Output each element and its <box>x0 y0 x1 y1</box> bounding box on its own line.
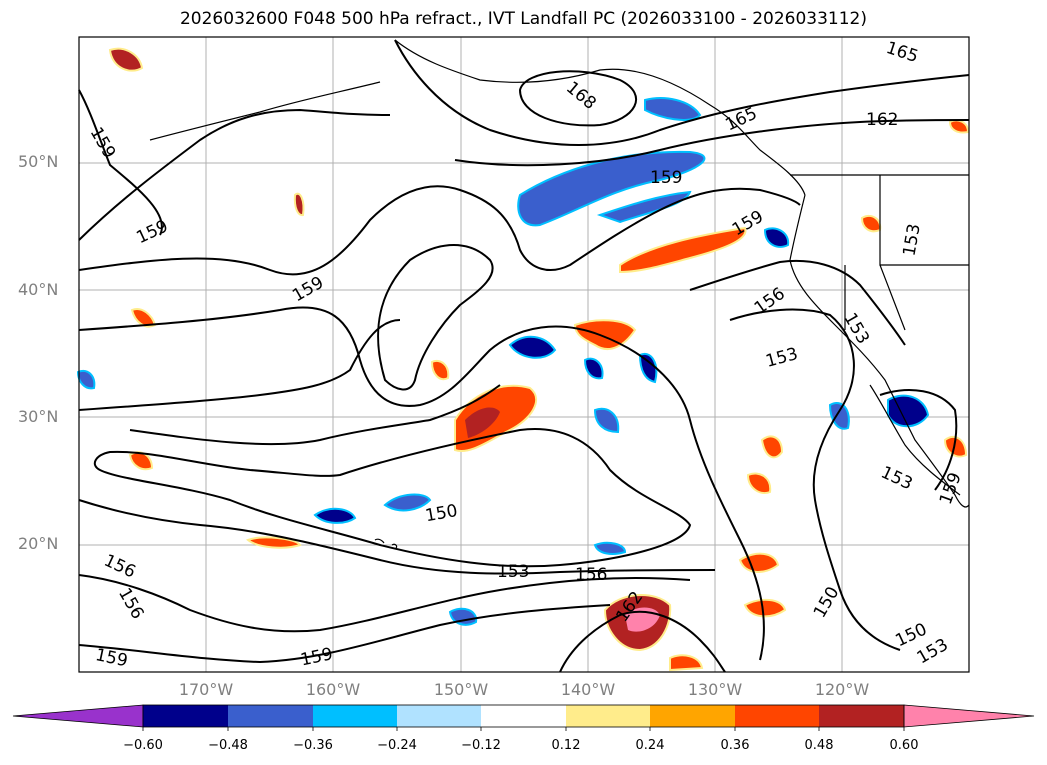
contour-label: 156 <box>575 565 607 585</box>
colorbar-segment <box>397 705 481 727</box>
coastline-aleutians <box>149 81 381 141</box>
contour-159-north <box>78 108 391 241</box>
lat-label: 30°N <box>18 407 59 426</box>
shading-blob-blue-gulf2 <box>596 190 692 224</box>
shading-blob-blue-hawaii <box>313 507 357 524</box>
shading-blob-red-small6 <box>669 654 704 672</box>
shading-blob-red-se2 <box>743 598 787 618</box>
shading-blob-red-small4 <box>293 192 305 217</box>
lon-label: 170°W <box>178 680 234 699</box>
contour-153-south <box>78 499 716 575</box>
lat-label: 40°N <box>18 280 59 299</box>
shading-blob-red-se <box>738 552 780 573</box>
contour-162-south <box>559 610 726 673</box>
colorbar-segment <box>143 705 228 727</box>
shading-blob-red-nw <box>108 47 144 72</box>
shading-blob-blue-small2 <box>638 352 658 384</box>
contour-165 <box>394 39 970 146</box>
colorbar-tick-label: 0.48 <box>804 738 834 753</box>
shading-blob-blue-small8 <box>76 370 96 390</box>
coastline-hawaii <box>374 538 398 549</box>
colorbar <box>12 704 1035 731</box>
colorbar-tick-label: −0.24 <box>377 738 417 753</box>
colorbar-tick-label: −0.12 <box>461 738 501 753</box>
shading-blob-red-e <box>760 435 784 459</box>
coastline-baja <box>869 384 961 496</box>
coastline-alaska <box>394 39 806 196</box>
shading-blob-red-mid <box>573 319 637 350</box>
contour-label: 162 <box>866 110 898 130</box>
colorbar-tick-marks <box>142 727 905 731</box>
colorbar-tick-label: 0.36 <box>720 738 750 753</box>
contour-153-long <box>129 384 501 446</box>
colorbar-tick-label: −0.60 <box>123 738 163 753</box>
contour-156-ring <box>78 306 765 661</box>
shading-blob-blue-small3 <box>593 407 620 434</box>
shading-blob-blue-small4 <box>828 402 850 430</box>
shading-blob-red-small5 <box>430 359 450 381</box>
lat-label: 20°N <box>18 534 59 553</box>
contour-159-south <box>78 604 611 664</box>
shading-blob-blue-hawaii2 <box>383 493 432 512</box>
shading-blob-blue-small5 <box>763 227 790 248</box>
shading-blob-red-band <box>619 226 747 274</box>
colorbar-outline <box>142 704 905 728</box>
contour-150-ring <box>93 428 692 568</box>
lon-label: 160°W <box>305 680 361 699</box>
shading-blob-blue-small7 <box>593 541 627 555</box>
shading-blob-red-small3 <box>245 536 302 549</box>
lon-label: 120°W <box>814 680 870 699</box>
colorbar-tick-label: 0.60 <box>889 738 919 753</box>
colorbar-segment <box>650 705 735 727</box>
contour-156-south <box>78 574 691 633</box>
colorbar-extend-right <box>903 704 1035 728</box>
lat-label: 50°N <box>18 152 59 171</box>
coastlines <box>149 39 970 549</box>
gridlines <box>79 37 969 672</box>
contour-153-east <box>879 389 958 491</box>
contour-150-east <box>729 308 901 651</box>
contour-159-mid <box>78 185 801 276</box>
shading-blob-blue-small1 <box>583 357 604 380</box>
shading-blob-red-small8 <box>943 435 968 458</box>
contour-159-inner <box>377 244 494 391</box>
contour-153 <box>78 319 401 411</box>
shading-blob-darkred-center <box>465 407 500 438</box>
contour-162 <box>454 119 970 167</box>
colorbar-tick-label: −0.36 <box>293 738 333 753</box>
contour-159-west <box>78 89 163 236</box>
contours <box>78 39 970 673</box>
coastline-north-america <box>789 194 970 508</box>
border-states <box>844 175 969 331</box>
colorbar-segment <box>566 705 650 727</box>
map-frame <box>78 36 970 673</box>
contour-156-east <box>689 259 906 346</box>
shading-blob-blue-ak <box>644 97 702 121</box>
colorbar-tick-label: −0.48 <box>208 738 248 753</box>
colorbar-extend-left <box>12 704 144 728</box>
colorbar-tick-label: 0.12 <box>551 738 581 753</box>
colorbar-segment <box>735 705 819 727</box>
contour-label: 153 <box>497 562 529 582</box>
lon-label: 140°W <box>560 680 616 699</box>
contour-label: 159 <box>650 168 682 188</box>
contour-168-loop <box>518 70 637 127</box>
shading-blob-blue-baja <box>887 394 930 428</box>
colorbar-segment <box>819 705 904 727</box>
shading-blobs <box>76 47 970 672</box>
colorbar-segment <box>481 705 566 727</box>
map-title: 2026032600 F048 500 hPa refract., IVT La… <box>179 9 867 29</box>
colorbar-segment <box>228 705 313 727</box>
lon-label: 150°W <box>433 680 489 699</box>
shading-blob-red-e2 <box>746 472 772 494</box>
colorbar-segment <box>313 705 397 727</box>
shading-blob-blue-mid <box>508 335 557 359</box>
colorbar-tick-label: 0.24 <box>635 738 665 753</box>
lon-label: 130°W <box>687 680 743 699</box>
